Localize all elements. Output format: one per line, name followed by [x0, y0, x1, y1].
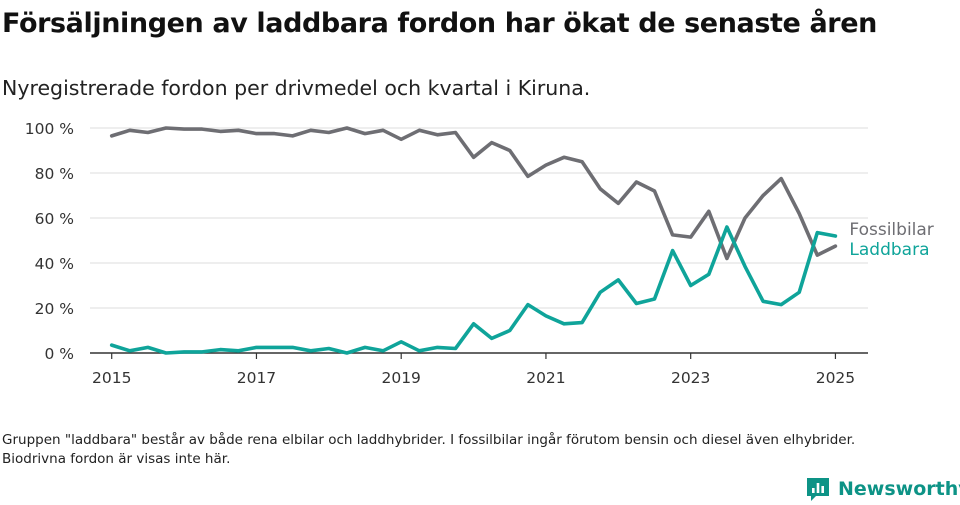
x-tick-label: 2015: [92, 369, 131, 387]
chart-subtitle: Nyregistrerade fordon per drivmedel och …: [2, 76, 591, 100]
y-tick-label: 0 %: [44, 345, 74, 363]
series-lines: [109, 126, 838, 355]
y-tick-label: 40 %: [35, 255, 74, 273]
bar-chart-logo-icon: [807, 478, 829, 501]
y-tick-label: 100 %: [25, 120, 74, 138]
y-axis: 0 % 20 % 40 % 60 % 80 % 100 %: [25, 120, 74, 363]
x-tick-label: 2025: [816, 369, 855, 387]
y-tick-label: 20 %: [35, 300, 74, 318]
line-chart: 0 % 20 % 40 % 60 % 80 % 100 % 2015 2017 2019 202…: [25, 120, 934, 387]
x-tick-label: 2019: [381, 369, 420, 387]
brand-logo[interactable]: Newsworthy: [804, 474, 960, 504]
footnote: Gruppen "laddbara" består av både rena e…: [2, 432, 856, 467]
series-line-fossilbilar: [109, 126, 838, 261]
x-axis: 2015 2017 2019 2021 2023 2025: [90, 352, 868, 387]
chart-title: Försäljningen av laddbara fordon har öka…: [2, 8, 877, 39]
legend-label-fossilbilar: Fossilbilar: [849, 220, 933, 240]
x-tick-label: 2021: [526, 369, 565, 387]
legend-label-laddbara: Laddbara: [849, 240, 929, 260]
y-tick-label: 80 %: [35, 165, 74, 183]
x-tick-label: 2023: [671, 369, 710, 387]
y-tick-label: 60 %: [35, 210, 74, 228]
series-line-laddbara: [109, 225, 838, 355]
gridlines: [90, 127, 868, 309]
x-tick-label: 2017: [237, 369, 276, 387]
brand-name: Newsworthy: [838, 478, 960, 500]
